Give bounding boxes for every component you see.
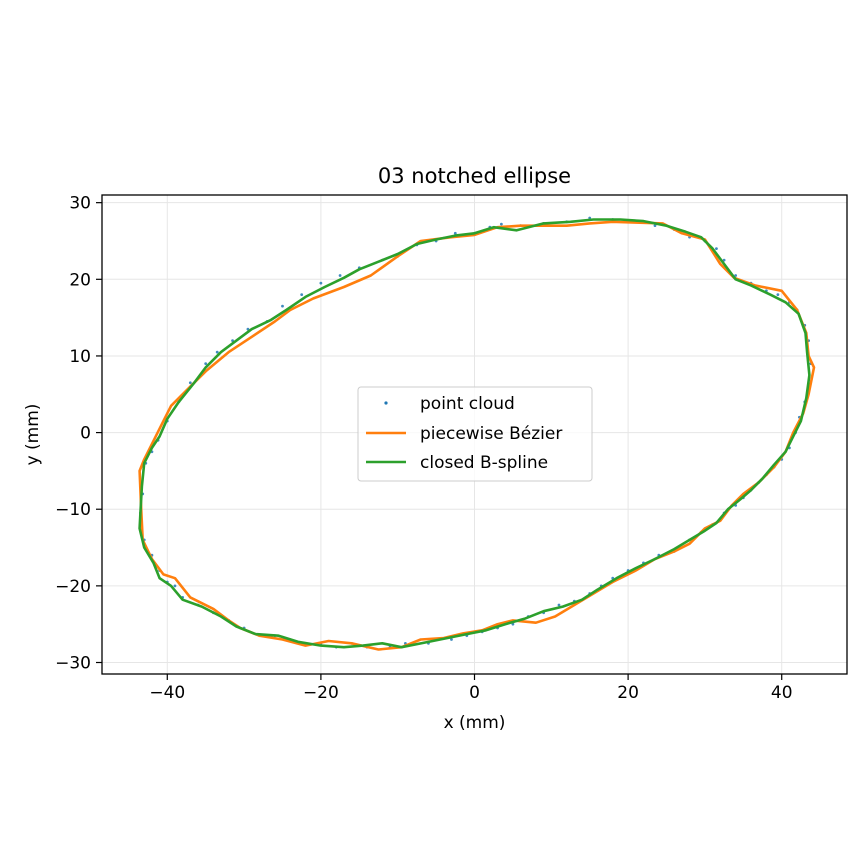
point-cloud-point	[338, 274, 342, 277]
y-tick-label: 0	[80, 424, 91, 444]
series-line-bspline	[138, 218, 811, 649]
point-cloud-point	[231, 339, 234, 343]
legend-marker-point-cloud	[384, 401, 388, 405]
x-tick-label: 40	[771, 683, 793, 703]
point-cloud-point	[557, 603, 561, 607]
legend-box	[357, 386, 593, 482]
point-cloud-point	[300, 293, 304, 297]
x-tick-label: −20	[303, 683, 339, 703]
legend-label-bspline: closed B-spline	[420, 453, 548, 473]
point-cloud-point	[319, 281, 323, 285]
point-cloud-point	[204, 362, 208, 366]
x-tick-label: 0	[469, 683, 480, 703]
series-line-bezier	[138, 220, 816, 651]
x-axis-label: x (mm)	[444, 713, 506, 733]
y-tick-label: 30	[69, 194, 91, 214]
point-cloud-point	[281, 304, 284, 308]
point-cloud-point	[453, 231, 457, 235]
y-tick-label: −20	[55, 577, 91, 597]
point-cloud-point	[188, 381, 192, 385]
y-tick-label: 10	[69, 347, 91, 367]
point-cloud-point	[450, 638, 453, 641]
point-cloud-point	[173, 584, 177, 588]
y-axis: −30 −20 −10 0 10 20 30	[55, 194, 102, 674]
y-tick-label: −30	[55, 654, 91, 674]
x-tick-label: 20	[617, 683, 639, 703]
point-cloud-point	[215, 350, 219, 354]
legend-label-bezier: piecewise Bézier	[420, 424, 562, 444]
plot-area	[138, 216, 816, 651]
point-cloud-point	[246, 327, 250, 331]
point-cloud-point	[653, 224, 657, 228]
y-tick-label: 20	[69, 270, 91, 290]
y-tick-label: −10	[55, 500, 91, 520]
point-cloud-point	[734, 274, 738, 277]
x-tick-label: −40	[149, 683, 185, 703]
legend: point cloud piecewise Bézier closed B-sp…	[357, 386, 593, 482]
point-cloud-point	[715, 247, 718, 251]
point-cloud-point	[776, 293, 780, 297]
point-cloud-point	[722, 258, 726, 262]
point-cloud-point	[499, 222, 503, 226]
y-axis-label: y (mm)	[23, 404, 43, 466]
chart-title: 03 notched ellipse	[378, 164, 571, 188]
legend-label-point-cloud: point cloud	[420, 394, 515, 414]
x-axis: −40 −20 0 20 40	[149, 674, 793, 703]
